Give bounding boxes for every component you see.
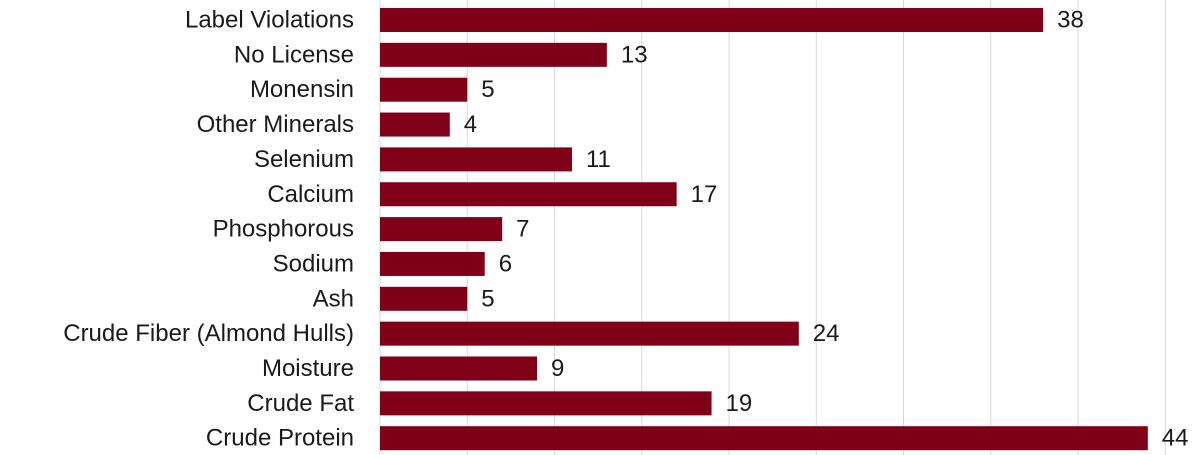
value-label-5: 17 bbox=[691, 181, 718, 208]
bar-0 bbox=[380, 8, 1044, 32]
category-label-11: Crude Fat bbox=[247, 390, 354, 417]
value-label-6: 7 bbox=[516, 216, 529, 243]
category-label-7: Sodium bbox=[273, 250, 354, 277]
value-label-0: 38 bbox=[1057, 7, 1084, 34]
category-label-1: No License bbox=[234, 41, 354, 68]
bar-2 bbox=[380, 77, 468, 102]
category-label-4: Selenium bbox=[254, 146, 354, 173]
category-label-3: Other Minerals bbox=[197, 111, 354, 138]
bar-11 bbox=[380, 391, 712, 416]
bar-7 bbox=[380, 251, 485, 276]
bar-6 bbox=[380, 217, 503, 242]
value-label-11: 19 bbox=[726, 390, 753, 417]
bar-5 bbox=[380, 182, 677, 207]
value-label-2: 5 bbox=[481, 76, 494, 103]
category-label-12: Crude Protein bbox=[206, 425, 354, 452]
bar-1 bbox=[380, 42, 607, 67]
bar-10 bbox=[380, 356, 538, 381]
category-label-0: Label Violations bbox=[185, 7, 354, 34]
category-label-2: Monensin bbox=[250, 76, 354, 103]
value-label-7: 6 bbox=[499, 250, 512, 277]
bar-9 bbox=[380, 321, 799, 346]
value-label-10: 9 bbox=[551, 355, 564, 382]
value-label-9: 24 bbox=[813, 320, 840, 347]
category-label-9: Crude Fiber (Almond Hulls) bbox=[63, 320, 354, 347]
category-label-5: Calcium bbox=[267, 181, 354, 208]
bar-8 bbox=[380, 286, 468, 311]
category-label-6: Phosphorous bbox=[213, 216, 354, 243]
bar-3 bbox=[380, 112, 450, 137]
bar-12 bbox=[380, 426, 1148, 451]
category-labels: Label Violations No License Monensin Other … bbox=[63, 7, 354, 452]
value-label-4: 11 bbox=[586, 146, 611, 173]
category-label-10: Moisture bbox=[262, 355, 354, 382]
value-label-3: 4 bbox=[464, 111, 477, 138]
value-label-8: 5 bbox=[481, 285, 494, 312]
category-label-8: Ash bbox=[313, 285, 354, 312]
bars bbox=[380, 8, 1148, 451]
bar-4 bbox=[380, 147, 572, 172]
value-label-12: 44 bbox=[1162, 425, 1189, 452]
value-label-1: 13 bbox=[621, 41, 648, 68]
